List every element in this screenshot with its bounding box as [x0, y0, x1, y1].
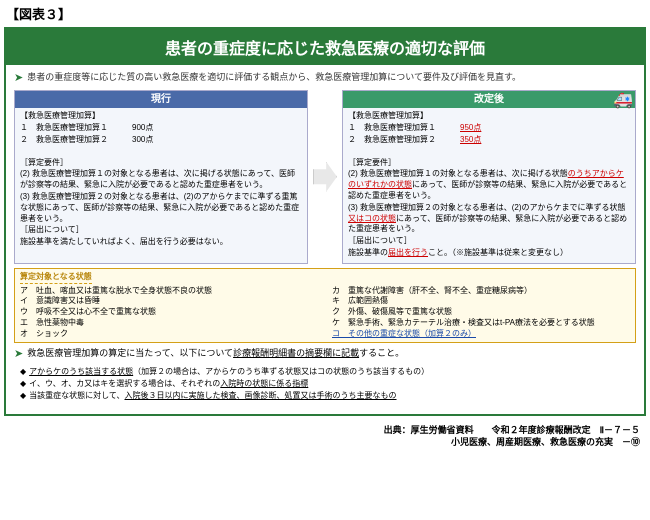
- arrow-column: [312, 90, 338, 264]
- cond-ku: ク 外傷、破傷風等で重篤な状態: [332, 307, 630, 318]
- conditions-right: カ 重篤な代謝障害（肝不全、腎不全、重症糖尿病等） キ 広範囲熱傷 ク 外傷、破…: [332, 286, 630, 340]
- current-notify: 施設基準を満たしていればよく、届出を行う必要はない。: [20, 237, 302, 248]
- source-citation: 出典：厚生労働省資料 令和２年度診療報酬改定 Ⅱ－７－５ 小児医療、周産期医療、…: [0, 420, 650, 455]
- intro-text: 患者の重症度等に応じた質の高い救急医療を適切に評価する観点から、救急医療管理加算…: [27, 71, 521, 86]
- ambulance-icon: 🚑: [613, 90, 633, 112]
- current-notify-label: ［届出について］: [20, 225, 302, 236]
- current-req2: (2) 救急医療管理加算１の対象となる患者は、次に掲げる状態にあって、医師が診察…: [20, 169, 302, 191]
- cond-ki: キ 広範囲熱傷: [332, 296, 630, 307]
- comparison-row: 現行 【救急医療管理加算】 １ 救急医療管理加算１ 900点 ２ 救急医療管理加…: [14, 90, 636, 264]
- figure-label: 【図表３】: [0, 0, 650, 27]
- revised-req-label: ［算定要件］: [348, 158, 630, 169]
- figure-content: ➤ 患者の重症度等に応じた質の高い救急医療を適切に評価する観点から、救急医療管理…: [6, 65, 644, 414]
- cond-ko: コ その他の重症な状態（加算２のみ）: [332, 329, 630, 340]
- revised-req3: (3) 救急医療管理加算２の対象となる患者は、(2)のアからケまでに準ずる状態又…: [348, 203, 630, 235]
- revised-req2: (2) 救急医療管理加算１の対象となる患者は、次に掲げる状態のうちアからケのいず…: [348, 169, 630, 201]
- current-req3: (3) 救急医療管理加算２の対象となる患者は、(2)のアからケまでに準ずる重篤な…: [20, 192, 302, 224]
- cond-ka: カ 重篤な代謝障害（肝不全、腎不全、重症糖尿病等）: [332, 286, 630, 297]
- revised-item1: １ 救急医療管理加算１ 950点: [348, 123, 630, 134]
- arrow-icon: [313, 162, 337, 192]
- conditions-title: 算定対象となる状態: [20, 272, 92, 284]
- figure-frame: 患者の重症度に応じた救急医療の適切な評価 ➤ 患者の重症度等に応じた質の高い救急…: [4, 27, 646, 416]
- revised-notify-label: ［届出について］: [348, 236, 630, 247]
- revised-item2: ２ 救急医療管理加算２ 350点: [348, 135, 630, 146]
- bullet-3: 当該重症な状態に対して、入院後３日以内に実施した検査、画像診断、処置又は手術のう…: [20, 391, 630, 402]
- current-panel: 現行 【救急医療管理加算】 １ 救急医療管理加算１ 900点 ２ 救急医療管理加…: [14, 90, 308, 264]
- conditions-box: 算定対象となる状態 ア 吐血、喀血又は重篤な脱水で全身状態不良の状態 イ 意識障…: [14, 268, 636, 344]
- chevron-icon: ➤: [14, 347, 23, 362]
- revised-panel: 改定後 🚑 【救急医療管理加算】 １ 救急医療管理加算１ 950点 ２ 救急医療…: [342, 90, 636, 264]
- revised-notify: 施設基準の届出を行うこと。（※施設基準は従来と変更なし）: [348, 248, 630, 259]
- revised-section-label: 【救急医療管理加算】: [348, 111, 630, 122]
- cond-a: ア 吐血、喀血又は重篤な脱水で全身状態不良の状態: [20, 286, 318, 297]
- current-header: 現行: [15, 91, 307, 109]
- intro-row: ➤ 患者の重症度等に応じた質の高い救急医療を適切に評価する観点から、救急医療管理…: [14, 71, 636, 86]
- cond-o: オ ショック: [20, 329, 318, 340]
- bullet-2: イ、ウ、オ、カ又はキを選択する場合は、それぞれの入院時の状態に係る指標: [20, 379, 630, 390]
- revised-header: 改定後 🚑: [343, 91, 635, 109]
- current-item2: ２ 救急医療管理加算２ 300点: [20, 135, 302, 146]
- cond-i: イ 意識障害又は昏睡: [20, 296, 318, 307]
- instruction-text: 救急医療管理加算の算定に当たって、以下について診療報酬明細書の摘要欄に記載するこ…: [27, 347, 404, 362]
- current-item1: １ 救急医療管理加算１ 900点: [20, 123, 302, 134]
- chevron-icon: ➤: [14, 71, 23, 86]
- bullet-list: アからケのうち該当する状態（加算２の場合は、アからケのうち準ずる状態又はコの状態…: [14, 364, 636, 405]
- conditions-left: ア 吐血、喀血又は重篤な脱水で全身状態不良の状態 イ 意識障害又は昏睡 ウ 呼吸…: [20, 286, 318, 340]
- bullet-1: アからケのうち該当する状態（加算２の場合は、アからケのうち準ずる状態又はコの状態…: [20, 367, 630, 378]
- cond-u: ウ 呼吸不全又は心不全で重篤な状態: [20, 307, 318, 318]
- current-req-label: ［算定要件］: [20, 158, 302, 169]
- cond-e: エ 急性薬物中毒: [20, 318, 318, 329]
- cond-ke: ケ 緊急手術、緊急カテーテル治療・検査又はt-PA療法を必要とする状態: [332, 318, 630, 329]
- figure-title: 患者の重症度に応じた救急医療の適切な評価: [6, 29, 644, 65]
- instruction-row: ➤ 救急医療管理加算の算定に当たって、以下について診療報酬明細書の摘要欄に記載す…: [14, 347, 636, 362]
- current-section-label: 【救急医療管理加算】: [20, 111, 302, 122]
- revised-header-text: 改定後: [474, 94, 504, 105]
